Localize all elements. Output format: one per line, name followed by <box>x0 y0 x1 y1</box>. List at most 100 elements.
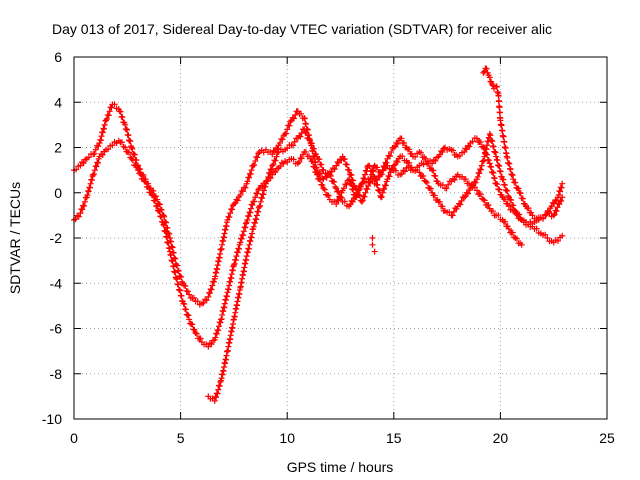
data-point-sample <box>477 166 484 173</box>
x-tick-label: 20 <box>493 430 509 446</box>
track-3-series <box>205 126 566 404</box>
data-point <box>320 167 327 174</box>
data-point-sample <box>81 202 88 209</box>
data-point-sample <box>236 245 243 252</box>
data-point-sample <box>489 138 496 145</box>
data-point-sample <box>512 179 519 186</box>
data-point-sample <box>457 201 464 208</box>
data-point-sample <box>504 154 511 161</box>
data-point-sample <box>177 287 184 294</box>
data-point-sample <box>231 260 238 267</box>
data-point-sample <box>551 211 558 218</box>
data-point-sample <box>75 213 82 220</box>
y-tick-label: -2 <box>50 230 63 246</box>
data-point-sample <box>494 88 501 95</box>
data-point-sample <box>242 224 249 231</box>
data-point-sample <box>178 278 185 285</box>
outlier-point <box>369 241 376 248</box>
data-point-sample <box>350 186 357 193</box>
data-point-sample <box>490 169 497 176</box>
data-point-sample <box>488 163 495 170</box>
data-point-sample <box>432 157 439 164</box>
data-point-sample <box>492 149 499 156</box>
data-point-sample <box>92 146 99 153</box>
data-point-sample <box>298 155 305 162</box>
data-point-sample <box>439 181 446 188</box>
data-point-sample <box>265 173 272 180</box>
data-point <box>510 176 517 183</box>
data-point-sample <box>376 173 383 180</box>
data-point-sample <box>487 132 494 139</box>
data-point-sample <box>504 187 511 194</box>
data-point-sample <box>348 172 355 179</box>
x-axis-label: GPS time / hours <box>287 459 394 475</box>
data-point-sample <box>284 126 291 133</box>
outlier-series <box>369 235 378 255</box>
data-point-sample <box>248 167 255 174</box>
data-point-sample <box>166 230 173 237</box>
data-point-sample <box>190 294 197 301</box>
data-point-sample <box>85 154 92 161</box>
data-point-sample <box>247 209 254 216</box>
data-point-sample <box>213 330 220 337</box>
data-point <box>237 239 244 246</box>
y-tick-label: -8 <box>50 366 63 382</box>
data-point-sample <box>217 378 224 385</box>
chart-title: Day 013 of 2017, Sidereal Day-to-day VTE… <box>52 21 552 37</box>
data-point-sample <box>264 177 271 184</box>
data-point-sample <box>464 190 471 197</box>
data-point <box>301 126 308 133</box>
data-point-sample <box>156 208 163 215</box>
data-point-sample <box>255 186 262 193</box>
data-point-sample <box>309 158 316 165</box>
data-point-sample <box>152 197 159 204</box>
data-point-sample <box>316 156 323 163</box>
data-point <box>505 203 512 210</box>
data-point-sample <box>369 168 376 175</box>
data-point-sample <box>99 129 106 136</box>
data-point-sample <box>232 257 239 264</box>
data-point-sample <box>374 177 381 184</box>
data-point-sample <box>252 220 259 227</box>
data-point-sample <box>392 167 399 174</box>
data-point-sample <box>554 237 561 244</box>
data-point-sample <box>425 160 432 167</box>
data-point <box>333 201 340 208</box>
data-point-sample <box>125 132 132 139</box>
data-point-sample <box>489 82 496 89</box>
data-point-sample <box>406 146 413 153</box>
data-point-sample <box>244 178 251 185</box>
data-point-sample <box>286 122 293 129</box>
data-point-sample <box>412 153 419 160</box>
data-point-sample <box>242 220 249 227</box>
data-point <box>77 162 84 169</box>
data-point <box>122 121 129 128</box>
data-point-sample <box>456 152 463 159</box>
data-point-sample <box>129 145 136 152</box>
data-point <box>559 232 566 239</box>
data-point <box>473 187 480 194</box>
data-point-sample <box>440 145 447 152</box>
data-point-sample <box>332 183 339 190</box>
data-point-sample <box>472 179 479 186</box>
data-point-sample <box>184 288 191 295</box>
grid-lines <box>74 57 607 419</box>
track-4-series <box>480 65 566 223</box>
data-point <box>320 185 327 192</box>
data-point-sample <box>270 161 277 168</box>
data-point <box>205 293 212 300</box>
data-point-sample <box>208 341 215 348</box>
data-point-sample <box>296 158 303 165</box>
data-point-sample <box>251 162 258 169</box>
y-tick-label: -6 <box>50 321 63 337</box>
data-point-sample <box>533 225 540 232</box>
data-point-sample <box>490 143 497 150</box>
data-point-sample <box>331 166 338 173</box>
x-tick-label: 25 <box>599 430 615 446</box>
data-point <box>134 167 141 174</box>
data-point-sample <box>323 174 330 181</box>
data-point-sample <box>343 161 350 168</box>
data-point-sample <box>517 215 524 222</box>
data-point-sample <box>91 150 98 157</box>
data-point <box>390 144 397 151</box>
